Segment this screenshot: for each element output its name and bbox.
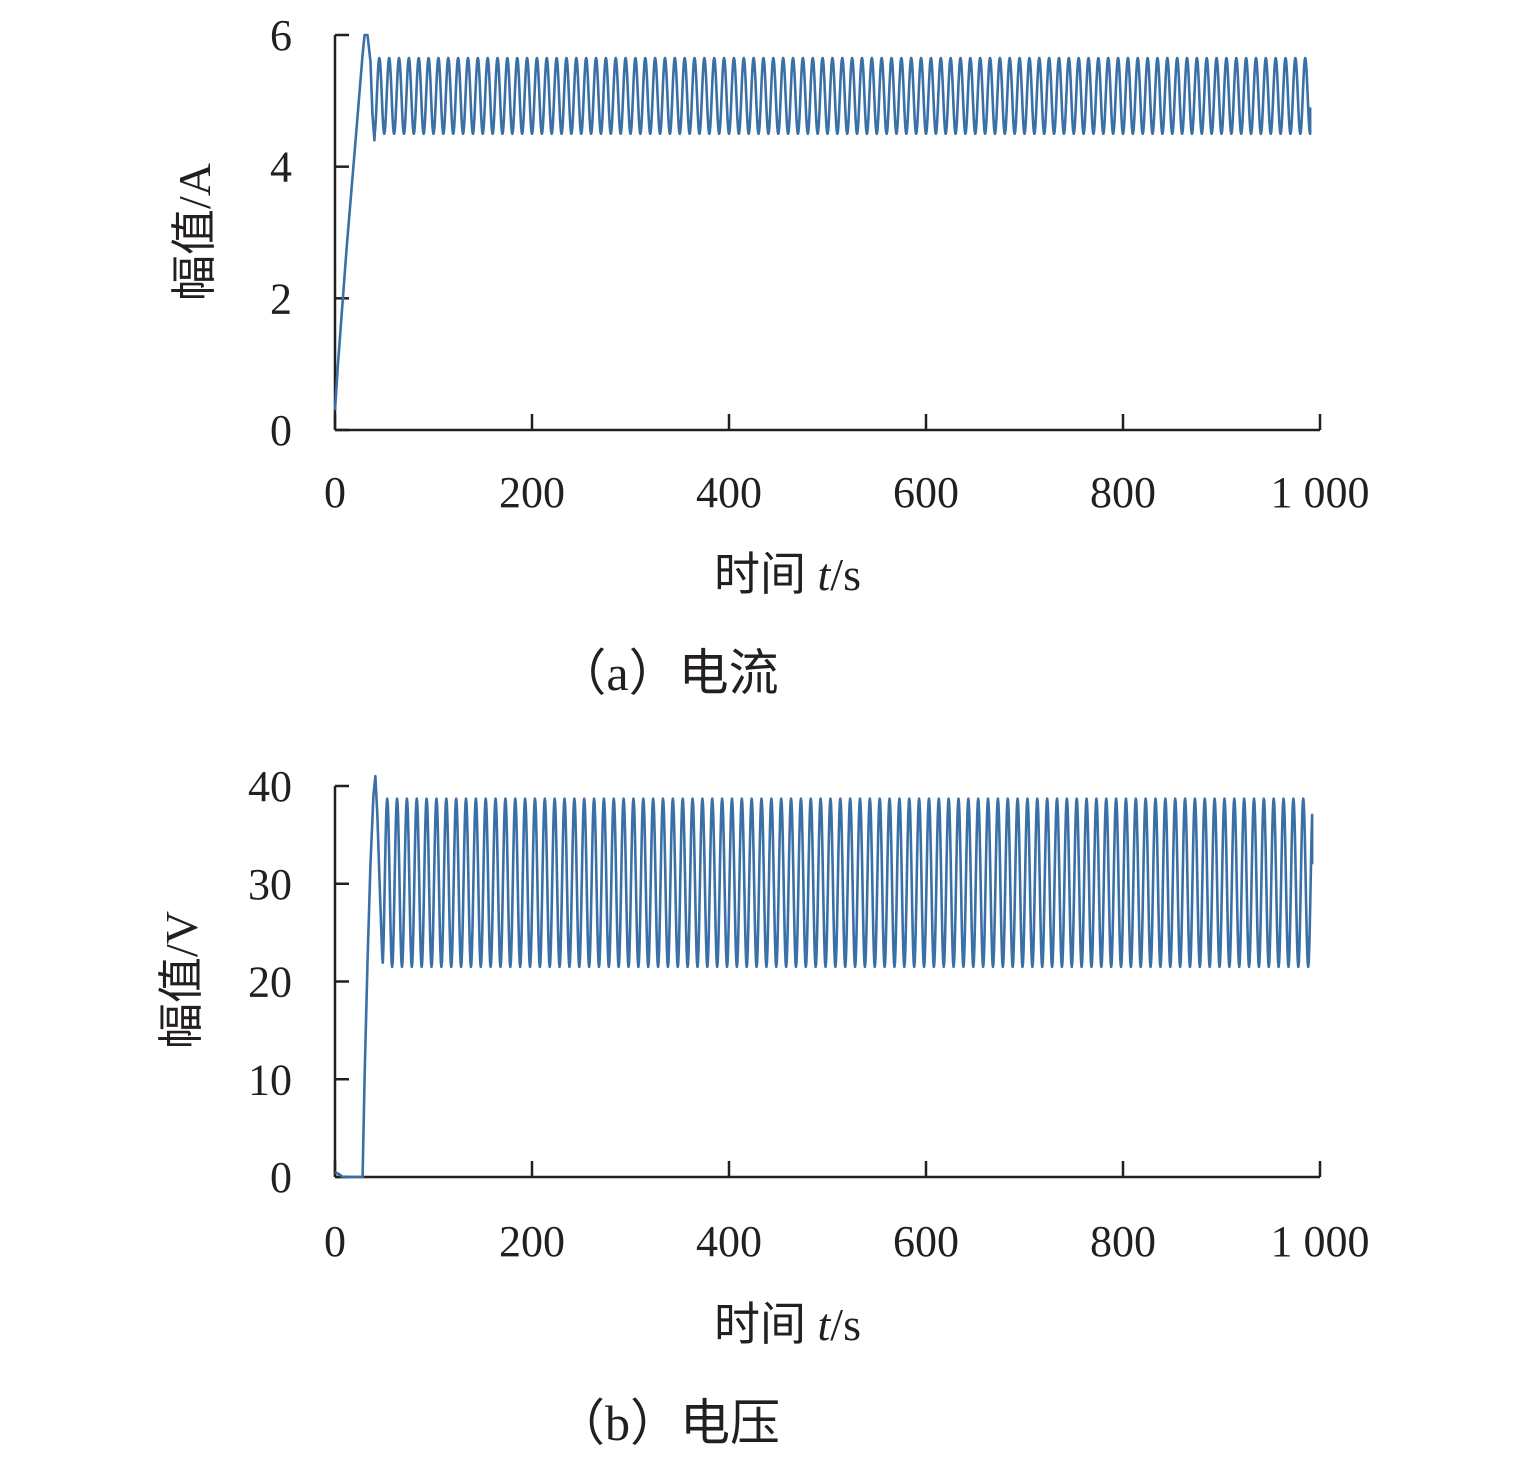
chart-panel-a: 0 200 400 600 800 1 000 0 2 4 6 时间 t/s 幅值/A （a）电流: [169, 11, 1370, 701]
x-tick-label: 800: [1090, 1217, 1156, 1266]
x-tick-label: 1 000: [1271, 1217, 1370, 1266]
y-tick-label: 2: [270, 274, 292, 323]
y-tick-label: 6: [270, 11, 292, 60]
y-tick-label: 10: [248, 1055, 292, 1104]
y-tick-label: 20: [248, 958, 292, 1007]
series-line: [333, 33, 1312, 411]
y-axis-title: 幅值/A: [169, 163, 220, 301]
x-tick-label: 600: [893, 1217, 959, 1266]
x-tick-label: 400: [696, 468, 762, 517]
x-tick-label: 0: [324, 468, 346, 517]
x-tick-label: 600: [893, 468, 959, 517]
y-axis-title: 幅值/V: [156, 911, 207, 1049]
x-axis-title: 时间 t/s: [714, 549, 861, 600]
panel-caption: （a）电流: [556, 645, 778, 701]
chart-panel-b: 0 200 400 600 800 1 000 0 10 20 30 40 时间 t/s 幅值/V （b）…: [156, 762, 1370, 1451]
x-tick-label: 200: [499, 1217, 565, 1266]
x-tick-label: 1 000: [1271, 468, 1370, 517]
y-tick-label: 4: [270, 143, 292, 192]
x-tick-label: 800: [1090, 468, 1156, 517]
y-tick-label: 0: [270, 406, 292, 455]
x-tick-label: 400: [696, 1217, 762, 1266]
series-line: [334, 774, 1314, 1179]
y-tick-label: 0: [270, 1153, 292, 1202]
y-tick-label: 30: [248, 860, 292, 909]
x-tick-label: 200: [499, 468, 565, 517]
x-axis-title: 时间 t/s: [714, 1299, 861, 1350]
x-tick-label: 0: [324, 1217, 346, 1266]
y-tick-label: 40: [248, 762, 292, 811]
panel-caption: （b）电压: [555, 1395, 780, 1451]
